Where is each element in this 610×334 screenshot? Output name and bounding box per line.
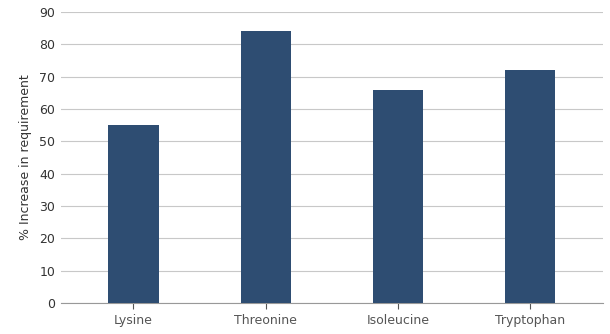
Y-axis label: % Increase in requirement: % Increase in requirement xyxy=(19,74,32,240)
Bar xyxy=(505,70,556,303)
Bar xyxy=(240,31,291,303)
Bar xyxy=(373,90,423,303)
Bar xyxy=(108,125,159,303)
